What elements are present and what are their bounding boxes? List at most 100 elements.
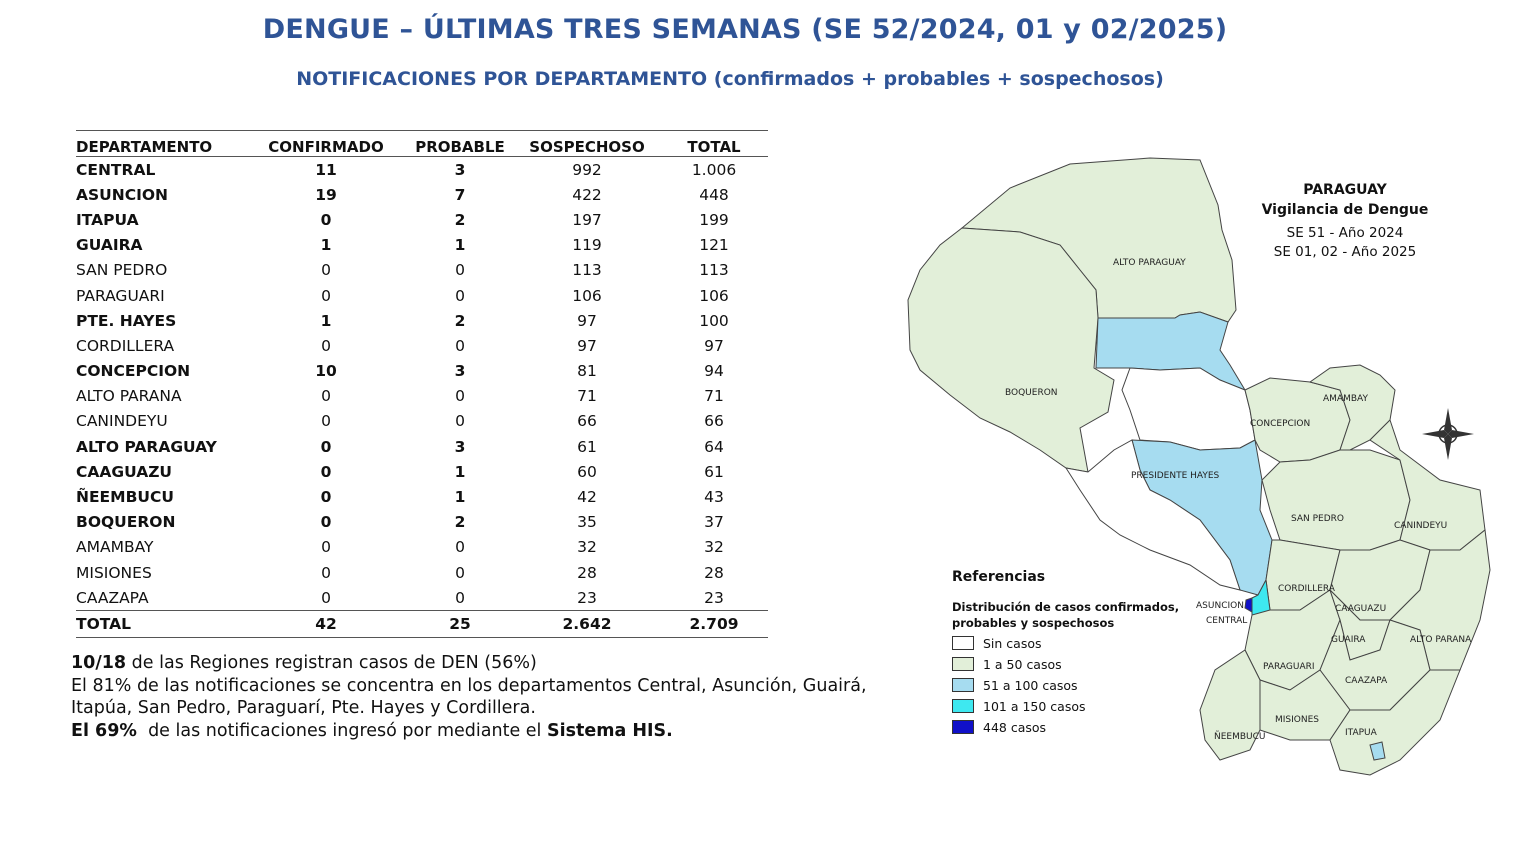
table-row: CORDILLERA 0 0 97 97 bbox=[76, 333, 768, 358]
cell-total: 199 bbox=[699, 210, 729, 229]
cell-total: 43 bbox=[704, 488, 724, 507]
table-row: CAAZAPA 0 0 23 23 bbox=[76, 585, 768, 611]
table-header-row: DEPARTAMENTO CONFIRMADO PROBABLE SOSPECH… bbox=[76, 130, 768, 157]
map-label-cordillera: CORDILLERA bbox=[1278, 584, 1335, 594]
legend-item: 101 a 150 casos bbox=[952, 697, 1086, 715]
cell-conf: 11 bbox=[315, 160, 337, 179]
map-label-guaira: GUAIRA bbox=[1331, 635, 1366, 645]
cell-conf: 0 bbox=[320, 488, 332, 507]
cell-conf: 0 bbox=[321, 261, 331, 280]
cell-prob: 1 bbox=[454, 462, 466, 481]
note-regions-count: 10/18 bbox=[71, 653, 127, 673]
table-row: BOQUERON 0 2 35 37 bbox=[76, 510, 768, 535]
cell-dep: ÑEEMBUCU bbox=[76, 488, 174, 507]
cell-dep: ITAPUA bbox=[76, 210, 139, 229]
cell-prob: 1 bbox=[454, 488, 466, 507]
table-row: CAAGUAZU 0 1 60 61 bbox=[76, 459, 768, 484]
cell-sosp: 106 bbox=[572, 286, 602, 305]
cell-sosp: 66 bbox=[577, 412, 597, 431]
cell-total: 61 bbox=[704, 462, 724, 481]
map-label-misiones: MISIONES bbox=[1275, 715, 1320, 725]
cell-prob: 7 bbox=[454, 185, 466, 204]
cell-dep: ASUNCION bbox=[76, 185, 169, 204]
map-label-amambay: AMAMBAY bbox=[1323, 394, 1368, 404]
cell-total: 100 bbox=[699, 311, 729, 330]
summary-notes: 10/18 de las Regiones registran casos de… bbox=[71, 652, 871, 742]
col-header-sospechoso: SOSPECHOSO bbox=[514, 130, 660, 157]
legend-label: 1 a 50 casos bbox=[983, 656, 1062, 672]
cell-sosp: 97 bbox=[577, 311, 597, 330]
cell-sosp: 97 bbox=[577, 336, 597, 355]
map-label-concepcion: CONCEPCION bbox=[1250, 419, 1311, 429]
cell-prob: 2 bbox=[454, 513, 466, 532]
cell-total: 23 bbox=[704, 588, 724, 607]
cell-sosp: 422 bbox=[572, 185, 602, 204]
compass-rose-icon bbox=[1422, 408, 1474, 460]
cell-dep: CAAZAPA bbox=[76, 588, 149, 607]
cell-prob: 0 bbox=[455, 387, 465, 406]
cell-conf: 1 bbox=[320, 236, 332, 255]
cell-sosp: 42 bbox=[577, 488, 597, 507]
cell-sosp: 197 bbox=[572, 210, 602, 229]
legend-description: Distribución de casos confirmados, proba… bbox=[952, 600, 1180, 630]
cell-dep: ALTO PARANA bbox=[76, 387, 182, 406]
note-regions-text: de las Regiones registran casos de DEN (… bbox=[126, 653, 537, 673]
col-header-confirmado: CONFIRMADO bbox=[246, 130, 406, 157]
cell-conf: 0 bbox=[320, 210, 332, 229]
cell-sosp: 60 bbox=[577, 462, 597, 481]
legend-label: 101 a 150 casos bbox=[983, 698, 1086, 714]
cell-prob: 0 bbox=[455, 336, 465, 355]
cell-prob: 0 bbox=[455, 412, 465, 431]
cell-prob: 3 bbox=[454, 160, 466, 179]
cell-conf: 0 bbox=[320, 513, 332, 532]
paraguay-map bbox=[907, 157, 1491, 776]
map-label-asuncion: ASUNCION bbox=[1196, 601, 1244, 611]
map-label-neembucu: ÑEEMBUCU bbox=[1214, 732, 1266, 742]
table-row: ALTO PARAGUAY 0 3 61 64 bbox=[76, 434, 768, 459]
col-header-probable: PROBABLE bbox=[406, 130, 514, 157]
cell-sosp: 61 bbox=[577, 437, 597, 456]
map-period: SE 51 - Año 2024 SE 01, 02 - Año 2025 bbox=[1250, 224, 1440, 262]
map-label-canindeyu: CANINDEYU bbox=[1394, 521, 1448, 531]
table-row: ALTO PARANA 0 0 71 71 bbox=[76, 384, 768, 409]
notifications-table: DEPARTAMENTO CONFIRMADO PROBABLE SOSPECH… bbox=[76, 130, 768, 638]
map-period-2024: SE 51 - Año 2024 bbox=[1286, 225, 1404, 241]
total-cell-prob: 25 bbox=[406, 610, 514, 638]
cell-conf: 0 bbox=[321, 588, 331, 607]
cell-dep: ALTO PARAGUAY bbox=[76, 437, 217, 456]
cell-sosp: 35 bbox=[577, 513, 597, 532]
cell-conf: 0 bbox=[321, 336, 331, 355]
cell-sosp: 71 bbox=[577, 387, 597, 406]
cell-total: 28 bbox=[704, 563, 724, 582]
table-row: MISIONES 0 0 28 28 bbox=[76, 560, 768, 585]
cell-prob: 0 bbox=[455, 261, 465, 280]
total-cell-sosp: 2.642 bbox=[514, 610, 660, 638]
table-row: ASUNCION 19 7 422 448 bbox=[76, 182, 768, 207]
table-row: ITAPUA 0 2 197 199 bbox=[76, 207, 768, 232]
table-total-row: TOTAL 42 25 2.642 2.709 bbox=[76, 610, 768, 638]
map-label-presidente-hayes: PRESIDENTE HAYES bbox=[1131, 471, 1220, 481]
legend-item: Sin casos bbox=[952, 634, 1042, 652]
cell-total: 1.006 bbox=[691, 160, 737, 179]
cell-sosp: 992 bbox=[572, 160, 602, 179]
region-neembucu bbox=[1199, 649, 1261, 761]
legend-swatch bbox=[952, 657, 974, 671]
cell-prob: 0 bbox=[455, 538, 465, 557]
note-his-system: Sistema HIS. bbox=[546, 720, 673, 741]
map-title-country: PARAGUAY bbox=[1303, 182, 1387, 198]
cell-total: 113 bbox=[699, 261, 729, 280]
cell-conf: 10 bbox=[315, 362, 337, 381]
table-row: GUAIRA 1 1 119 121 bbox=[76, 233, 768, 258]
region-itapua bbox=[1329, 669, 1461, 776]
cell-total: 64 bbox=[704, 437, 724, 456]
table-row: CONCEPCION 10 3 81 94 bbox=[76, 359, 768, 384]
map-label-alto-parana: ALTO PARANA bbox=[1410, 635, 1472, 645]
map-label-san-pedro: SAN PEDRO bbox=[1291, 514, 1345, 524]
table-row: PARAGUARI 0 0 106 106 bbox=[76, 283, 768, 308]
map-title: PARAGUAY Vigilancia de Dengue bbox=[1250, 180, 1440, 220]
cell-conf: 0 bbox=[321, 387, 331, 406]
col-header-departamento: DEPARTAMENTO bbox=[76, 130, 246, 157]
legend-swatch bbox=[952, 720, 974, 734]
cell-conf: 0 bbox=[321, 412, 331, 431]
cell-total: 66 bbox=[704, 412, 724, 431]
